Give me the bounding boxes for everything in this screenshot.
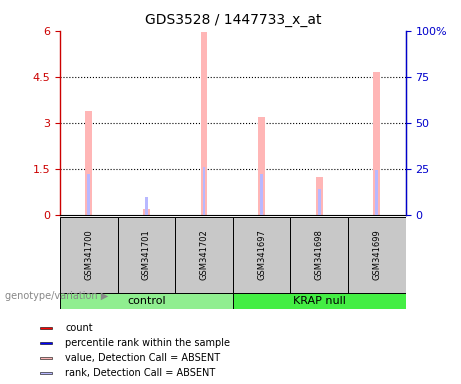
Bar bbox=[316, 177, 323, 215]
Bar bbox=[40, 342, 52, 344]
Text: KRAP null: KRAP null bbox=[293, 296, 346, 306]
Bar bbox=[201, 32, 207, 215]
Bar bbox=[260, 174, 263, 215]
Title: GDS3528 / 1447733_x_at: GDS3528 / 1447733_x_at bbox=[145, 13, 321, 27]
Bar bbox=[87, 174, 90, 215]
Text: genotype/variation ▶: genotype/variation ▶ bbox=[5, 291, 108, 301]
Bar bbox=[60, 217, 118, 293]
Text: GSM341702: GSM341702 bbox=[200, 229, 208, 280]
Bar bbox=[318, 189, 321, 215]
Bar bbox=[175, 217, 233, 293]
Text: GSM341697: GSM341697 bbox=[257, 229, 266, 280]
Bar bbox=[145, 197, 148, 215]
Bar bbox=[40, 372, 52, 374]
Text: value, Detection Call = ABSENT: value, Detection Call = ABSENT bbox=[65, 353, 220, 363]
Bar bbox=[375, 170, 378, 215]
Text: rank, Detection Call = ABSENT: rank, Detection Call = ABSENT bbox=[65, 368, 216, 378]
Bar bbox=[85, 111, 92, 215]
Text: control: control bbox=[127, 296, 165, 306]
Text: percentile rank within the sample: percentile rank within the sample bbox=[65, 338, 230, 348]
Bar bbox=[233, 293, 406, 309]
Bar bbox=[118, 217, 175, 293]
Bar bbox=[202, 167, 206, 215]
Bar bbox=[60, 293, 233, 309]
Bar bbox=[233, 217, 290, 293]
Bar bbox=[40, 357, 52, 359]
Text: GSM341698: GSM341698 bbox=[315, 229, 324, 280]
Bar bbox=[348, 217, 406, 293]
Text: GSM341700: GSM341700 bbox=[84, 229, 93, 280]
Bar bbox=[258, 117, 265, 215]
Text: GSM341699: GSM341699 bbox=[372, 229, 381, 280]
Text: GSM341701: GSM341701 bbox=[142, 229, 151, 280]
Bar bbox=[40, 327, 52, 329]
Bar bbox=[373, 72, 380, 215]
Bar bbox=[290, 217, 348, 293]
Text: count: count bbox=[65, 323, 93, 333]
Bar bbox=[143, 209, 150, 215]
